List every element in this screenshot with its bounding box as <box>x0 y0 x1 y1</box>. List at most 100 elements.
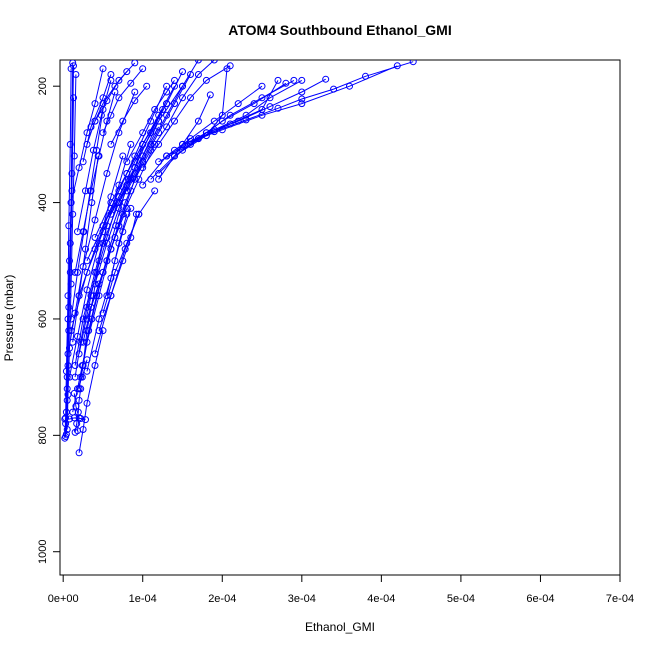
series-line <box>70 68 104 203</box>
data-point <box>61 415 69 423</box>
data-point <box>79 426 87 433</box>
data-point <box>218 126 226 134</box>
data-point <box>131 60 139 67</box>
data-point <box>66 239 74 247</box>
data-point <box>171 76 178 84</box>
series-line <box>174 68 228 157</box>
data-point <box>95 239 103 247</box>
data-point <box>163 100 171 108</box>
data-point <box>119 152 127 160</box>
data-point <box>258 111 266 119</box>
data-point <box>171 100 178 108</box>
data-point <box>93 292 101 300</box>
data-point <box>223 65 231 73</box>
data-point <box>226 111 234 119</box>
series-line <box>142 65 231 168</box>
x-axis: 0e+00 1e-04 2e-04 3e-04 4e-04 5e-04 6e-04 7e-04 <box>48 574 634 605</box>
data-point <box>107 140 115 148</box>
series-42 <box>99 65 147 137</box>
series-29 <box>139 62 234 172</box>
data-point <box>234 100 242 108</box>
data-point <box>62 430 70 438</box>
series-line <box>86 62 136 145</box>
data-point <box>151 106 159 113</box>
data-point <box>123 187 131 195</box>
data-point <box>69 338 77 346</box>
series-line <box>70 109 104 320</box>
data-point <box>346 82 353 90</box>
series-line <box>142 85 263 186</box>
data-point <box>147 129 155 137</box>
data-point <box>107 76 115 84</box>
series-line <box>110 85 148 145</box>
series-39 <box>155 91 214 183</box>
series-57 <box>77 222 123 381</box>
series-line <box>126 80 175 163</box>
data-point <box>88 199 96 207</box>
data-point <box>179 94 186 102</box>
data-point <box>65 222 73 230</box>
series-44 <box>83 60 139 148</box>
data-point <box>83 399 91 407</box>
data-point <box>115 222 123 230</box>
data-point <box>155 175 163 183</box>
series-line <box>94 214 140 355</box>
data-point <box>187 94 194 102</box>
x-tick-label: 0e+00 <box>48 593 79 605</box>
data-point <box>123 210 131 218</box>
series-58 <box>103 204 135 300</box>
data-point <box>179 140 186 148</box>
x-tick-label: 1e-04 <box>129 593 157 605</box>
series-32 <box>155 76 298 177</box>
data-point <box>159 106 167 113</box>
data-point <box>139 181 147 189</box>
y-tick-label: 400 <box>37 193 49 211</box>
data-point <box>75 164 83 172</box>
series-line <box>72 155 99 343</box>
data-point <box>206 91 214 99</box>
data-point <box>107 245 115 253</box>
series-line <box>174 78 326 151</box>
data-point <box>69 408 77 416</box>
data-point <box>91 350 99 358</box>
data-point <box>79 315 87 323</box>
series-36 <box>179 60 417 148</box>
series-line <box>69 155 124 378</box>
data-point <box>123 170 131 177</box>
data-point <box>143 82 151 90</box>
x-tick-label: 6e-04 <box>526 593 554 605</box>
series-27 <box>123 71 194 195</box>
series-line <box>74 202 118 378</box>
series-line <box>126 74 191 192</box>
series-line <box>82 74 112 162</box>
series-line <box>190 65 398 142</box>
x-tick-label: 7e-04 <box>606 593 634 605</box>
data-point <box>82 245 89 253</box>
series-line <box>74 91 116 273</box>
data-point <box>85 327 93 335</box>
data-point <box>409 60 417 66</box>
data-point <box>119 228 127 236</box>
series-line <box>158 79 303 163</box>
series-line <box>78 330 104 453</box>
series-line <box>74 144 132 366</box>
series-40 <box>123 76 178 166</box>
data-point <box>66 373 73 381</box>
data-point <box>298 100 306 108</box>
data-point <box>61 434 69 442</box>
data-point <box>111 257 119 265</box>
data-point <box>218 111 226 119</box>
series-line <box>102 68 144 133</box>
y-axis-label: Pressure (mbar) <box>2 275 16 362</box>
series-line <box>66 74 77 430</box>
data-point <box>163 152 171 160</box>
data-point <box>107 292 115 300</box>
y-tick-label: 600 <box>37 310 49 328</box>
data-point <box>322 75 330 83</box>
data-point <box>139 129 147 137</box>
data-point <box>74 385 81 393</box>
data-point <box>73 420 81 428</box>
data-point <box>115 187 123 195</box>
data-point <box>91 216 99 224</box>
series-49 <box>67 106 107 323</box>
